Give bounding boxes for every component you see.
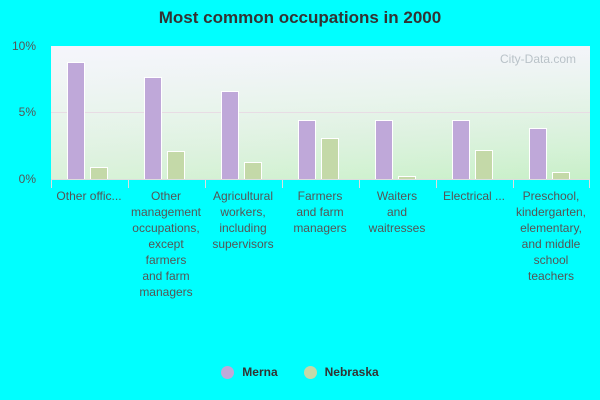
- bar-merna[interactable]: [221, 91, 239, 179]
- x-category-label: Waiters and waitresses: [368, 189, 426, 235]
- bar-merna[interactable]: [452, 120, 470, 179]
- legend-item-nebraska[interactable]: Nebraska: [303, 365, 379, 379]
- nebraska-swatch-icon: [303, 365, 317, 379]
- legend-item-merna[interactable]: Merna: [221, 365, 278, 379]
- x-tick: [589, 179, 590, 188]
- x-tick: [513, 179, 514, 188]
- bar-nebraska[interactable]: [244, 161, 262, 179]
- x-tick: [51, 179, 52, 188]
- plot-area: City-Data.com: [51, 46, 590, 179]
- bar-nebraska[interactable]: [552, 172, 570, 179]
- x-category-label: Electrical ...: [442, 189, 505, 203]
- legend-label: Merna: [242, 365, 278, 379]
- x-tick: [128, 179, 129, 188]
- bar-nebraska[interactable]: [167, 151, 185, 179]
- x-tick: [282, 179, 283, 188]
- bar-merna[interactable]: [67, 61, 85, 179]
- x-tick: [436, 179, 437, 188]
- bar-nebraska[interactable]: [321, 137, 339, 179]
- y-tick-0: 0%: [18, 172, 36, 186]
- watermark: City-Data.com: [499, 52, 576, 66]
- x-category-label: Preschool, kindergarten, elementary, and mi…: [515, 189, 587, 283]
- bar-merna[interactable]: [298, 120, 316, 179]
- x-category-label: Agricultural workers, including supervisors: [212, 189, 274, 251]
- legend-label: Nebraska: [324, 365, 379, 379]
- bar-merna[interactable]: [144, 76, 162, 179]
- x-axis: [51, 179, 590, 180]
- x-tick: [359, 179, 360, 188]
- bar-merna[interactable]: [375, 120, 393, 179]
- merna-swatch-icon: [221, 365, 235, 379]
- x-tick: [205, 179, 206, 188]
- bar-nebraska[interactable]: [475, 149, 493, 179]
- legend: Merna Nebraska: [0, 365, 600, 379]
- x-category-label: Other management occupations, except farmers…: [130, 189, 202, 299]
- chart-title: Most common occupations in 2000: [158, 8, 442, 27]
- bar-nebraska[interactable]: [90, 167, 108, 179]
- y-tick-10: 10%: [11, 39, 36, 53]
- y-tick-5: 5%: [18, 105, 36, 119]
- bar-nebraska[interactable]: [398, 176, 416, 179]
- x-category-label: Farmers and farm managers: [293, 189, 347, 235]
- x-category-label: Other offic...: [56, 189, 122, 203]
- gridline-5: [51, 112, 590, 113]
- bar-merna[interactable]: [529, 128, 547, 179]
